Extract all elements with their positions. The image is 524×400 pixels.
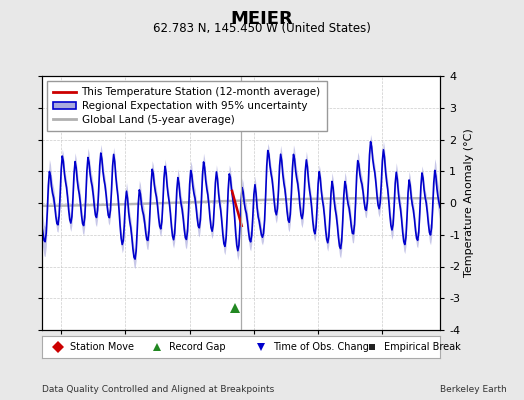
Legend: This Temperature Station (12-month average), Regional Expectation with 95% uncer: This Temperature Station (12-month avera… — [47, 81, 327, 131]
Y-axis label: Temperature Anomaly (°C): Temperature Anomaly (°C) — [464, 129, 474, 277]
Text: 62.783 N, 145.450 W (United States): 62.783 N, 145.450 W (United States) — [153, 22, 371, 35]
Text: Record Gap: Record Gap — [169, 342, 226, 352]
Text: MEIER: MEIER — [231, 10, 293, 28]
Text: Data Quality Controlled and Aligned at Breakpoints: Data Quality Controlled and Aligned at B… — [42, 385, 274, 394]
Text: Time of Obs. Change: Time of Obs. Change — [273, 342, 375, 352]
Text: Berkeley Earth: Berkeley Earth — [440, 385, 507, 394]
Text: Station Move: Station Move — [70, 342, 134, 352]
Text: Empirical Break: Empirical Break — [385, 342, 461, 352]
